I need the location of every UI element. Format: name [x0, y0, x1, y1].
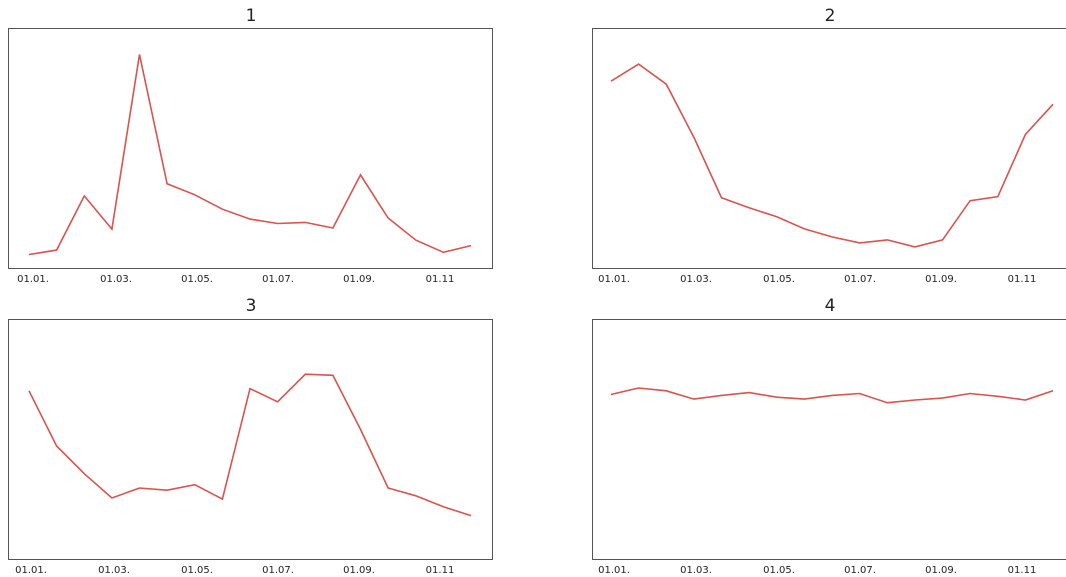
x-tick-label: 01.01.	[17, 274, 49, 285]
x-tick-label: 01.01.	[15, 565, 47, 576]
chart-title: 1	[245, 6, 257, 26]
x-tick-label: 01.03.	[680, 565, 712, 576]
x-tick-label: 01.01.	[598, 565, 630, 576]
x-tick-label: 01.09.	[925, 274, 957, 285]
chart-title: 3	[245, 296, 257, 316]
plot-area	[592, 319, 1066, 560]
line-plot	[28, 373, 472, 517]
series-line	[610, 387, 1054, 404]
x-tick-label: 01.09.	[925, 565, 957, 576]
x-tick-label: 01.05.	[181, 565, 213, 576]
series-line	[28, 373, 472, 517]
x-tick-label: 01.07.	[262, 274, 294, 285]
x-tick-label: 01.05.	[763, 274, 795, 285]
series-line	[610, 63, 1054, 248]
chart-title: 4	[824, 296, 836, 316]
line-plot	[28, 54, 472, 256]
chart-panel-4: 4 01.01. 01.03. 01.05. 01.07. 01.09. 01.11	[592, 290, 1066, 577]
x-tick-label: 01.07.	[844, 274, 876, 285]
chart-panel-1: 1 01.01. 01.03. 01.05. 01.07. 01.09. 01.11	[8, 0, 493, 288]
plot-area	[8, 28, 493, 269]
x-tick-label: 01.11	[425, 274, 455, 285]
chart-title: 2	[824, 6, 836, 26]
x-tick-label: 01.09.	[343, 274, 375, 285]
x-tick-label: 01.11	[1007, 565, 1037, 576]
chart-panel-2: 2 01.01. 01.03. 01.05. 01.07. 01.09. 01.11	[592, 0, 1066, 288]
x-tick-label: 01.11	[425, 565, 455, 576]
x-tick-label: 01.11	[1007, 274, 1037, 285]
x-tick-label: 01.07.	[262, 565, 294, 576]
x-tick-label: 01.03.	[680, 274, 712, 285]
x-tick-label: 01.05.	[181, 274, 213, 285]
line-plot	[610, 63, 1054, 248]
x-tick-label: 01.09.	[343, 565, 375, 576]
x-tick-label: 01.03.	[98, 565, 130, 576]
chart-panel-3: 3 01.01. 01.03. 01.05. 01.07. 01.09. 01.11	[8, 290, 493, 577]
plot-area	[592, 28, 1066, 269]
x-tick-label: 01.03.	[100, 274, 132, 285]
plot-area	[8, 319, 493, 560]
series-line	[28, 54, 472, 256]
x-tick-label: 01.01.	[598, 274, 630, 285]
x-tick-label: 01.05.	[763, 565, 795, 576]
line-plot	[610, 387, 1054, 404]
x-tick-label: 01.07.	[844, 565, 876, 576]
